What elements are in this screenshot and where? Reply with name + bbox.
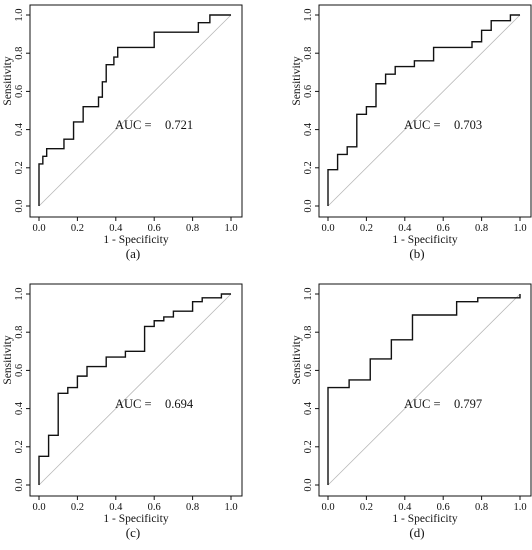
x-tick-label: 0.0 (321, 223, 334, 234)
auc-value: 0.721 (165, 118, 193, 132)
panel-label: (d) (409, 525, 424, 540)
x-axis-label: 1 - Specificity (103, 513, 168, 525)
y-axis-label: Sensitivity (291, 335, 303, 384)
y-tick-label: 0.6 (303, 364, 314, 377)
roc-curve (327, 294, 521, 485)
x-tick-label: 0.2 (71, 223, 84, 234)
y-tick-label: 0.0 (14, 478, 25, 491)
x-tick-label: 1.0 (513, 502, 526, 513)
plot-frame (318, 283, 532, 497)
x-tick-label: 0.0 (32, 223, 45, 234)
y-tick-label: 0.4 (303, 401, 314, 415)
x-tick-label: 0.2 (71, 502, 84, 513)
auc-label: AUC = (115, 118, 152, 132)
y-tick-label: 0.6 (14, 364, 25, 377)
reference-diagonal (38, 293, 232, 486)
y-axis-label: Sensitivity (2, 56, 14, 105)
x-tick-label: 0.4 (398, 223, 412, 234)
y-tick-label: 0.4 (14, 401, 25, 415)
y-tick-label: 0.0 (303, 199, 314, 212)
x-tick-label: 0.2 (360, 502, 373, 513)
y-tick-label: 0.2 (14, 440, 25, 453)
panel-label: (a) (126, 246, 140, 261)
y-tick-label: 0.2 (303, 161, 314, 174)
y-tick-label: 1.0 (303, 8, 314, 21)
y-tick-label: 0.0 (303, 478, 314, 491)
auc-value: 0.797 (454, 397, 482, 411)
auc-value: 0.703 (454, 118, 482, 132)
reference-diagonal (38, 14, 232, 207)
y-tick-label: 1.0 (303, 287, 314, 300)
x-tick-label: 1.0 (513, 223, 526, 234)
x-tick-label: 0.4 (398, 502, 412, 513)
x-axis-label: 1 - Specificity (392, 234, 457, 246)
x-tick-label: 0.2 (360, 223, 373, 234)
y-tick-label: 0.8 (303, 326, 314, 339)
y-tick-label: 1.0 (14, 8, 25, 21)
x-tick-label: 0.4 (109, 223, 123, 234)
y-tick-label: 0.2 (303, 440, 314, 453)
y-tick-label: 0.4 (14, 122, 25, 136)
roc-curve (327, 14, 520, 206)
x-tick-label: 0.0 (32, 502, 45, 513)
x-tick-label: 0.8 (186, 502, 199, 513)
y-axis-label: Sensitivity (2, 335, 14, 384)
panel-label: (b) (409, 246, 424, 261)
x-axis-label: 1 - Specificity (392, 513, 457, 525)
x-tick-label: 0.8 (186, 223, 199, 234)
plot-frame (29, 283, 243, 497)
plot-frame (318, 4, 532, 218)
panel-label: (c) (126, 525, 140, 540)
y-tick-label: 0.8 (303, 47, 314, 60)
x-tick-label: 0.8 (475, 502, 488, 513)
x-tick-label: 0.0 (321, 502, 334, 513)
x-tick-label: 0.6 (148, 223, 161, 234)
y-tick-label: 0.6 (303, 85, 314, 98)
roc-curve (38, 293, 231, 485)
plot-frame (29, 4, 243, 218)
y-tick-label: 0.0 (14, 199, 25, 212)
auc-value: 0.694 (165, 397, 194, 411)
auc-label: AUC = (115, 397, 152, 411)
x-tick-label: 0.6 (437, 223, 450, 234)
auc-label: AUC = (404, 118, 441, 132)
y-tick-label: 0.6 (14, 85, 25, 98)
x-tick-label: 0.8 (475, 223, 488, 234)
reference-diagonal (327, 14, 521, 207)
x-axis-label: 1 - Specificity (103, 234, 168, 246)
reference-diagonal (327, 293, 521, 486)
roc-curve (38, 14, 231, 206)
x-tick-label: 0.6 (437, 502, 450, 513)
y-tick-label: 0.8 (14, 326, 25, 339)
y-tick-label: 0.8 (14, 47, 25, 60)
y-tick-label: 1.0 (14, 287, 25, 300)
x-tick-label: 0.6 (148, 502, 161, 513)
x-tick-label: 1.0 (224, 502, 237, 513)
x-tick-label: 0.4 (109, 502, 123, 513)
y-tick-label: 0.4 (303, 122, 314, 136)
x-tick-label: 1.0 (224, 223, 237, 234)
y-axis-label: Sensitivity (291, 56, 303, 105)
auc-label: AUC = (404, 397, 441, 411)
y-tick-label: 0.2 (14, 161, 25, 174)
